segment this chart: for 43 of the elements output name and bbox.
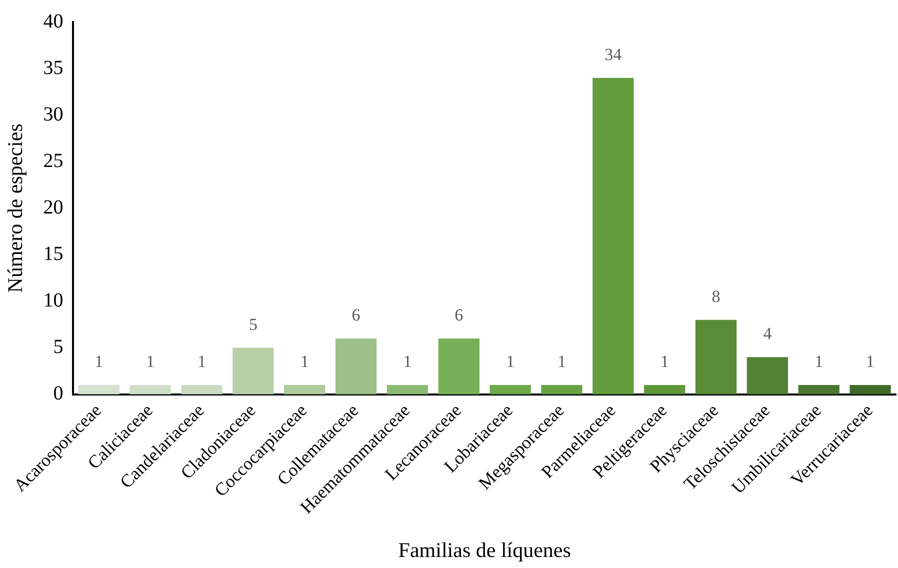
bar xyxy=(644,385,686,394)
data-label: 4 xyxy=(763,324,772,344)
data-label: 1 xyxy=(94,352,104,372)
y-tick-label: 20 xyxy=(43,196,64,218)
x-axis-title: Familias de líquenes xyxy=(398,538,571,562)
y-tick-label: 40 xyxy=(43,10,64,32)
bar xyxy=(850,385,891,394)
y-tick-label: 35 xyxy=(43,56,64,79)
bar xyxy=(386,385,428,394)
bar xyxy=(746,357,788,394)
bar xyxy=(798,385,840,394)
data-label: 1 xyxy=(557,352,566,372)
y-tick-label: 25 xyxy=(43,150,64,172)
bar xyxy=(541,385,582,394)
bar xyxy=(284,385,326,394)
bar xyxy=(695,320,737,394)
data-label: 1 xyxy=(403,352,412,372)
y-tick-label: 15 xyxy=(43,242,64,265)
data-label: 1 xyxy=(198,352,206,372)
data-label: 1 xyxy=(814,352,824,372)
data-label: 1 xyxy=(146,352,155,372)
y-tick-label: 10 xyxy=(43,290,64,312)
data-label: 34 xyxy=(604,44,622,64)
data-label: 1 xyxy=(506,352,515,372)
bar xyxy=(438,338,480,394)
data-label: 1 xyxy=(300,352,309,372)
y-tick-label: 30 xyxy=(43,103,64,126)
data-label: 5 xyxy=(248,314,258,334)
data-label: 6 xyxy=(454,305,464,324)
bar xyxy=(592,78,634,394)
data-label: 6 xyxy=(352,305,360,324)
bar xyxy=(490,385,531,394)
bar xyxy=(232,348,274,394)
bar xyxy=(78,385,120,394)
data-label: 1 xyxy=(866,352,875,372)
bar xyxy=(181,385,222,394)
data-label: 8 xyxy=(712,286,720,306)
y-tick-label: 0 xyxy=(53,382,64,405)
bar xyxy=(335,338,377,394)
data-label: 1 xyxy=(660,352,669,372)
y-tick-label: 5 xyxy=(53,336,64,358)
bar xyxy=(130,385,171,394)
y-axis-title: Número de especies xyxy=(3,124,28,293)
